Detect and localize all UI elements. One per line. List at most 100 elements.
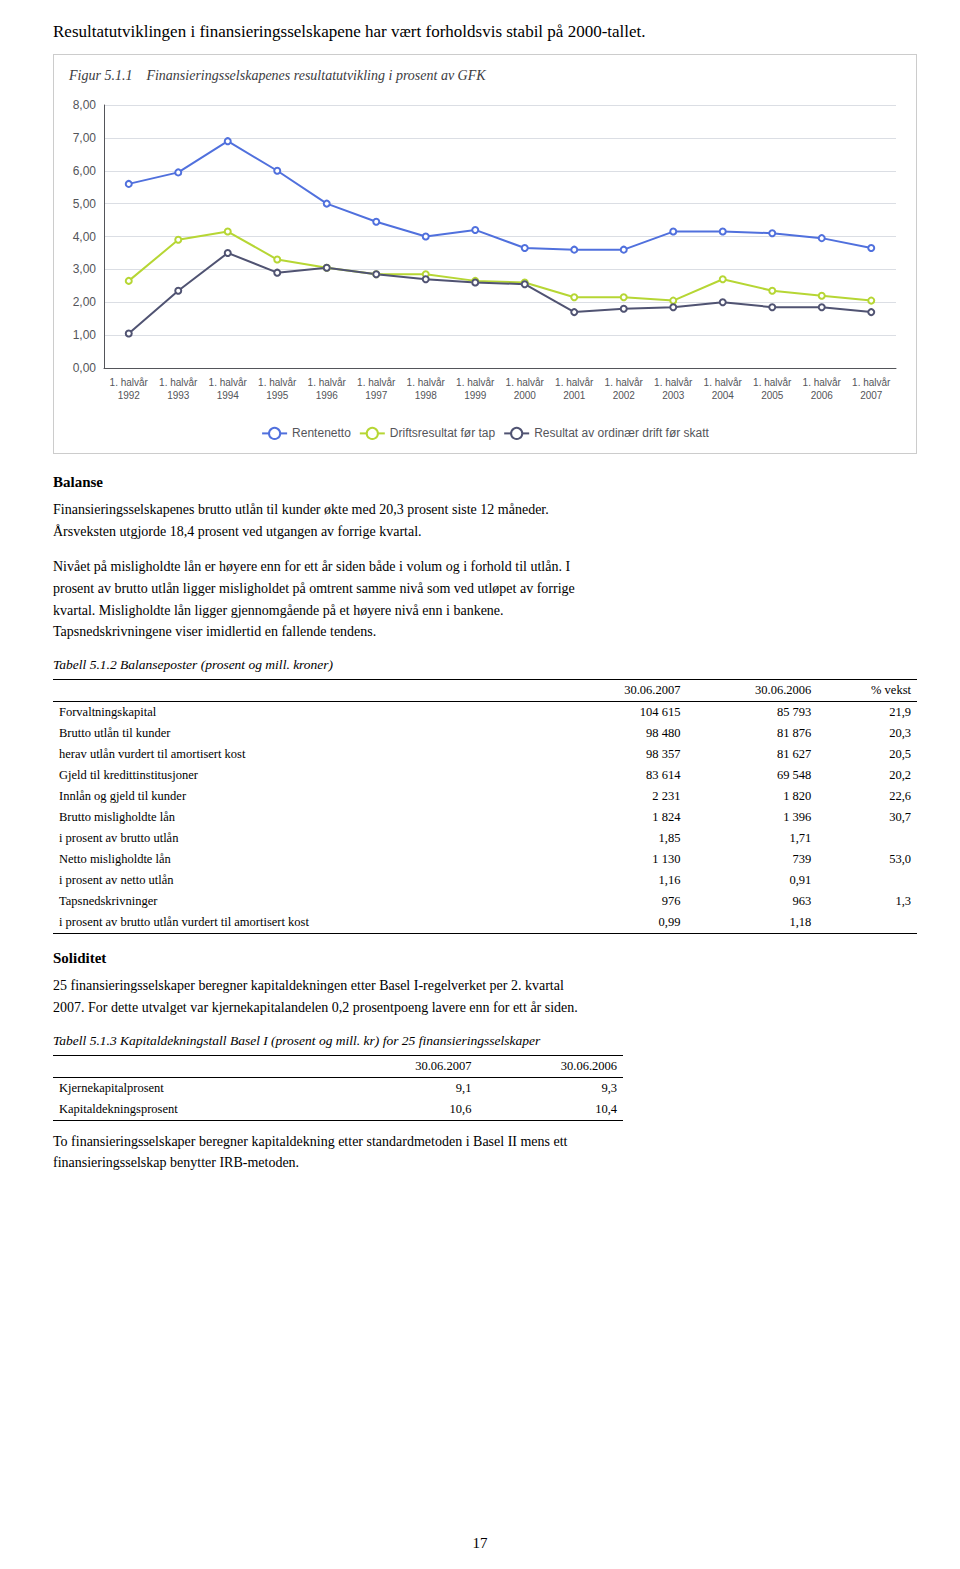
- svg-text:1997: 1997: [365, 390, 388, 401]
- html-text:739: 739: [792, 852, 812, 867]
- html-text:1,71: 1,71: [789, 831, 812, 846]
- html-text:1 130: 1 130: [652, 852, 681, 867]
- html-text:104 615: 104 615: [639, 705, 681, 720]
- svg-text:7,00: 7,00: [73, 131, 97, 145]
- svg-text:8,00: 8,00: [73, 98, 97, 112]
- svg-text:1. halvår: 1. halvår: [209, 377, 248, 388]
- html-text:Tabell 5.1.3 Kapitaldekningsta: Tabell 5.1.3 Kapitaldekningstall Basel I…: [53, 1032, 541, 1048]
- html-text:83 614: 83 614: [646, 768, 681, 783]
- html-text:22,6: 22,6: [889, 789, 911, 804]
- html-text:herav utlån vurdert til amorti: herav utlån vurdert til amortisert kost: [59, 747, 246, 762]
- svg-text:1. halvår: 1. halvår: [753, 377, 792, 388]
- html-text:81 627: 81 627: [777, 747, 812, 762]
- svg-text:4,00: 4,00: [73, 230, 97, 244]
- svg-text:2001: 2001: [563, 390, 586, 401]
- html-text:0,99: 0,99: [658, 915, 681, 930]
- svg-text:5,00: 5,00: [73, 197, 97, 211]
- html-text:To finansieringsselskaper bere: To finansieringsselskaper beregner kapit…: [53, 1133, 568, 1171]
- html-text:1,3: 1,3: [895, 894, 911, 909]
- html-text:85 793: 85 793: [777, 705, 812, 720]
- html-text:1,16: 1,16: [658, 873, 681, 888]
- svg-text:1. halvår: 1. halvår: [803, 377, 842, 388]
- html-text:53,0: 53,0: [889, 852, 911, 867]
- svg-text:1. halvår: 1. halvår: [555, 377, 594, 388]
- svg-text:1. halvår: 1. halvår: [852, 377, 891, 388]
- svg-text:Resultat av ordinær drift før: Resultat av ordinær drift før skatt: [534, 426, 709, 440]
- html-text:i prosent av brutto utlån: i prosent av brutto utlån: [59, 831, 179, 846]
- svg-text:1. halvår: 1. halvår: [308, 377, 347, 388]
- html-text:1 396: 1 396: [783, 810, 812, 825]
- html-text:98 357: 98 357: [646, 747, 681, 762]
- html-text:0,91: 0,91: [789, 873, 812, 888]
- svg-text:1. halvår: 1. halvår: [654, 377, 693, 388]
- svg-text:2004: 2004: [712, 390, 735, 401]
- html-text:30,7: 30,7: [889, 810, 911, 825]
- svg-text:1995: 1995: [266, 390, 289, 401]
- html-text:Tabell 5.1.2 Balanseposter (pr: Tabell 5.1.2 Balanseposter (prosent og m…: [53, 657, 334, 673]
- html-text:Balanse: Balanse: [53, 474, 103, 490]
- html-text:i prosent av netto utlån: i prosent av netto utlån: [59, 873, 174, 888]
- html-text:Tapsnedskrivninger: Tapsnedskrivninger: [59, 894, 158, 909]
- svg-text:1993: 1993: [167, 390, 190, 401]
- svg-text:Rentenetto: Rentenetto: [292, 426, 351, 440]
- html-text:20,5: 20,5: [889, 747, 911, 762]
- svg-text:1. halvår: 1. halvår: [357, 377, 396, 388]
- svg-text:Figur 5.1.1 Finansieringsse: Figur 5.1.1 Finansieringsselskapenes res…: [68, 68, 486, 83]
- svg-text:6,00: 6,00: [73, 164, 97, 178]
- html-text:17: 17: [472, 1535, 488, 1551]
- html-text:1,18: 1,18: [789, 915, 812, 930]
- html-text:Finansieringsselskapenes brutt: Finansieringsselskapenes brutto utlån ti…: [53, 502, 549, 539]
- svg-text:1996: 1996: [316, 390, 339, 401]
- html-text:21,9: 21,9: [889, 705, 911, 720]
- svg-text:2006: 2006: [811, 390, 834, 401]
- html-text:i prosent av brutto utlån vurd: i prosent av brutto utlån vurdert til am…: [59, 915, 309, 930]
- svg-text:3,00: 3,00: [73, 262, 97, 276]
- svg-text:1. halvår: 1. halvår: [506, 377, 545, 388]
- html-text:1 824: 1 824: [652, 810, 681, 825]
- svg-text:1. halvår: 1. halvår: [159, 377, 198, 388]
- svg-text:1. halvår: 1. halvår: [605, 377, 644, 388]
- html-text:Nivået på misligholdte lån er: Nivået på misligholdte lån er høyere enn…: [53, 559, 575, 640]
- svg-text:1,00: 1,00: [73, 328, 97, 342]
- html-text:98 480: 98 480: [646, 726, 681, 741]
- svg-text:2002: 2002: [613, 390, 636, 401]
- svg-text:1994: 1994: [217, 390, 240, 401]
- svg-text:1. halvår: 1. halvår: [110, 377, 149, 388]
- html-text:Innlån og gjeld til kunder: Innlån og gjeld til kunder: [59, 789, 187, 804]
- html-text:Gjeld til kredittinstitusjoner: Gjeld til kredittinstitusjoner: [59, 768, 198, 783]
- svg-text:2005: 2005: [761, 390, 784, 401]
- html-text:% vekst: % vekst: [871, 683, 911, 698]
- svg-text:1. halvår: 1. halvår: [258, 377, 297, 388]
- html-text:20,2: 20,2: [889, 768, 911, 783]
- html-text:2 231: 2 231: [652, 789, 681, 804]
- html-text:Brutto utlån til kunder: Brutto utlån til kunder: [59, 726, 171, 741]
- svg-text:1992: 1992: [118, 390, 141, 401]
- svg-text:1. halvår: 1. halvår: [407, 377, 446, 388]
- html-text:Resultatutviklingen i finansie: Resultatutviklingen i finansieringsselsk…: [53, 22, 646, 41]
- html-text:81 876: 81 876: [777, 726, 812, 741]
- html-text:25 finansieringsselskaper bere: 25 finansieringsselskaper beregner kapit…: [53, 978, 578, 1015]
- svg-text:1. halvår: 1. halvår: [704, 377, 743, 388]
- html-text:Forvaltningskapital: Forvaltningskapital: [59, 705, 157, 720]
- html-text:20,3: 20,3: [889, 726, 911, 741]
- svg-text:1999: 1999: [464, 390, 487, 401]
- html-text:1 820: 1 820: [783, 789, 812, 804]
- html-text:1,85: 1,85: [658, 831, 681, 846]
- html-text:963: 963: [792, 894, 812, 909]
- html-text:30.06.2007: 30.06.2007: [624, 683, 681, 698]
- svg-text:2000: 2000: [514, 390, 537, 401]
- svg-text:0,00: 0,00: [73, 361, 97, 375]
- svg-text:1998: 1998: [415, 390, 438, 401]
- html-text:Netto misligholdte lån: Netto misligholdte lån: [59, 852, 171, 867]
- svg-text:1. halvår: 1. halvår: [456, 377, 495, 388]
- html-text:30.06.2006: 30.06.2006: [755, 683, 812, 698]
- html-text:30.06.2007: 30.06.2007: [415, 1058, 472, 1073]
- html-text:Brutto misligholdte lån: Brutto misligholdte lån: [59, 810, 175, 825]
- html-text:Soliditet: Soliditet: [53, 950, 107, 967]
- svg-text:2007: 2007: [860, 390, 883, 401]
- svg-text:Driftsresultat før tap: Driftsresultat før tap: [390, 426, 496, 440]
- html-text:976: 976: [661, 894, 681, 909]
- svg-text:2,00: 2,00: [73, 295, 97, 309]
- html-text:69 548: 69 548: [777, 768, 812, 783]
- svg-text:2003: 2003: [662, 390, 685, 401]
